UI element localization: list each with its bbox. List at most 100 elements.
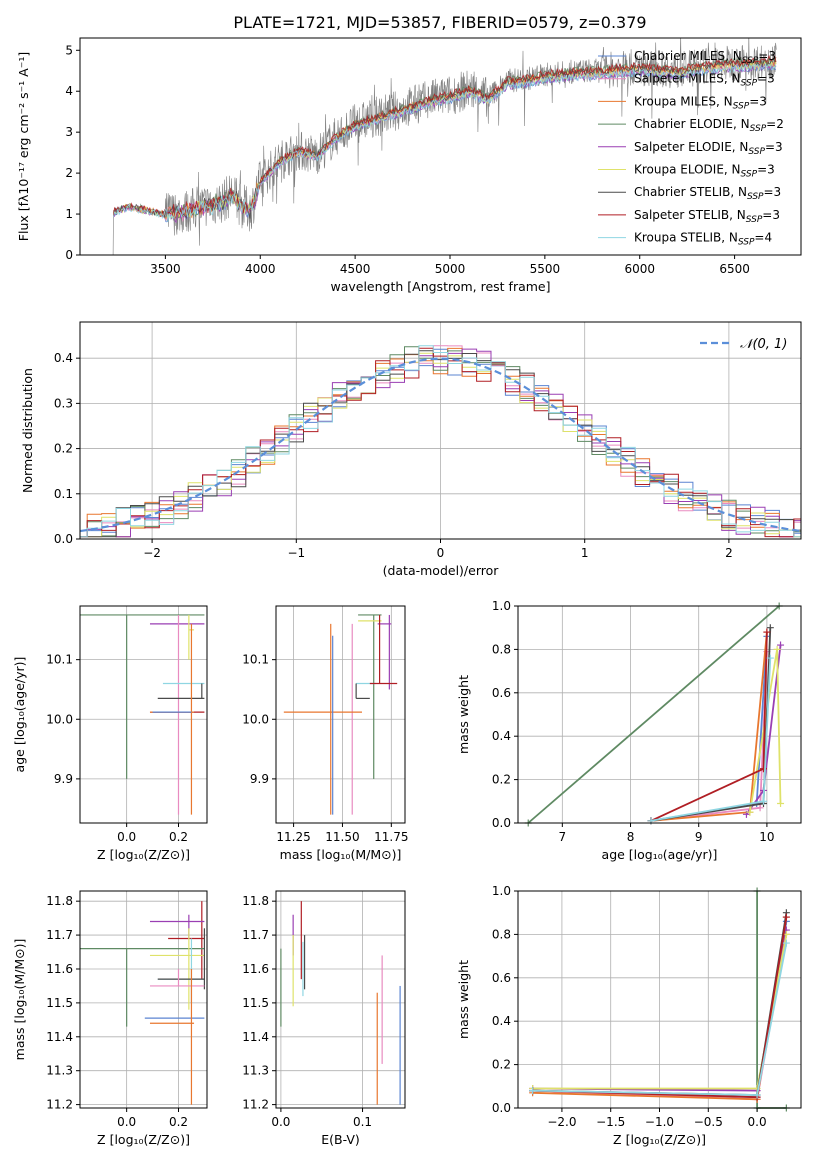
- y-tick-label: 3: [65, 125, 73, 139]
- y-tick-label: 0.6: [492, 971, 511, 985]
- weight-point: [763, 628, 771, 636]
- weight-point: [759, 797, 767, 805]
- y-tick-label: 0.0: [492, 1101, 511, 1115]
- axes-frame: [79, 890, 208, 1109]
- x-axis-label: age [log₁₀(age/yr)]: [602, 847, 718, 862]
- y-tick-label: 0.4: [492, 1014, 511, 1028]
- x-tick-label: 5500: [530, 262, 561, 276]
- y-tick-label: 11.2: [242, 1098, 269, 1112]
- x-axis-label: E(B-V): [321, 1132, 360, 1147]
- errorbar-plot-area: [80, 614, 205, 815]
- y-tick-label: 11.7: [46, 928, 73, 942]
- x-tick-label: 0.1: [353, 1115, 372, 1129]
- x-axis-label: mass [log₁₀(M/M⊙)]: [280, 847, 402, 862]
- weight-point: [746, 808, 754, 816]
- x-tick-label: 0.0: [748, 1115, 767, 1129]
- x-tick-label: 0.0: [117, 830, 136, 844]
- y-tick-label: 2: [65, 166, 73, 180]
- residual-histogram: [80, 347, 801, 538]
- x-tick-label: −1: [287, 546, 305, 560]
- y-axis-label: Normed distribution: [20, 368, 35, 493]
- y-tick-label: 10.1: [46, 653, 73, 667]
- x-tick-label: 4000: [245, 262, 276, 276]
- weight-point: [753, 1091, 761, 1099]
- weight-line: [527, 605, 780, 824]
- y-tick-label: 11.4: [242, 1030, 269, 1044]
- x-tick-label: 0.2: [169, 1115, 188, 1129]
- chart-residuals: −2 −1 0 1 2 0.0 0.1 0.2 0.3 0.4 (data-model)/error…: [20, 321, 802, 578]
- x-tick-label: 0.0: [271, 1115, 290, 1129]
- figure-title: PLATE=1721, MJD=53857, FIBERID=0579, z=0…: [233, 13, 646, 32]
- x-axis-label: wavelength [Angstrom, rest frame]: [330, 279, 550, 294]
- y-tick-label: 10.1: [242, 653, 269, 667]
- weight-point: [529, 1087, 537, 1095]
- weight-point: [777, 641, 785, 649]
- chart-mass_vs_age: 11.25 11.50 11.75 9.9 10.0 10.1 mass [log₁₀(M/…: [242, 605, 408, 862]
- y-tick-label: 0.1: [54, 487, 73, 501]
- y-tick-label: 0.2: [492, 1058, 511, 1072]
- y-tick-label: 11.6: [242, 962, 269, 976]
- spectrum-plot-area: [108, 38, 777, 255]
- legend-label: Chabrier ELODIE, NSSP=2: [634, 117, 784, 134]
- chart-ebv_vs_mass: 0.0 0.1 11.2 11.3 11.4 11.5 11.6 11.7 11.8 E(B-V): [242, 890, 406, 1147]
- x-tick-label: 11.75: [374, 830, 408, 844]
- axes-frame: [79, 605, 208, 824]
- y-tick-label: 4: [65, 84, 73, 98]
- legend-label: 𝒩(0, 1): [740, 337, 787, 352]
- y-tick-label: 0.2: [54, 442, 73, 456]
- y-tick-label: 0: [65, 248, 73, 262]
- y-tick-label: 11.5: [242, 996, 269, 1010]
- y-tick-label: 0.6: [492, 686, 511, 700]
- model-spectrum: [113, 54, 777, 219]
- x-tick-label: 7: [559, 830, 567, 844]
- y-tick-label: 0.0: [492, 816, 511, 830]
- y-axis-label: age [log₁₀(age/yr)]: [12, 657, 27, 773]
- y-tick-label: 11.4: [46, 1030, 73, 1044]
- y-tick-label: 10.0: [242, 712, 269, 726]
- x-tick-label: 0.2: [169, 830, 188, 844]
- x-tick-label: 3500: [150, 262, 181, 276]
- x-tick-label: 6000: [624, 262, 655, 276]
- legend-label: Chabrier MILES, NSSP=3: [634, 49, 776, 66]
- y-tick-label: 11.3: [46, 1064, 73, 1078]
- y-tick-label: 0.0: [54, 532, 73, 546]
- y-tick-label: 0.4: [54, 351, 73, 365]
- y-tick-label: 11.8: [46, 894, 73, 908]
- y-axis-label: mass weight: [456, 675, 471, 754]
- legend-label: Kroupa MILES, NSSP=3: [634, 94, 767, 111]
- x-tick-label: 2: [725, 546, 733, 560]
- model-spectrum: [113, 62, 777, 222]
- y-tick-label: 11.8: [242, 894, 269, 908]
- weight-point: [766, 654, 774, 662]
- weight-point: [782, 939, 790, 947]
- errorbar-plot-area: [283, 614, 398, 815]
- x-tick-label: 4500: [340, 262, 371, 276]
- x-axis-label: Z [log₁₀(Z/Z⊙)]: [613, 1132, 706, 1147]
- axes-frame: [517, 605, 802, 824]
- legend-label: Salpeter STELIB, NSSP=3: [634, 208, 780, 225]
- x-tick-label: −0.5: [694, 1115, 723, 1129]
- axes-frame: [275, 890, 406, 1109]
- x-tick-label: 9: [695, 830, 703, 844]
- x-axis-label: Z [log₁₀(Z/Z⊙)]: [97, 847, 190, 862]
- weight-point: [777, 799, 785, 807]
- chart-z_vs_mass: 0.0 0.2 11.2 11.3 11.4 11.5 11.6 11.7 11.8 Z [log…: [12, 890, 208, 1147]
- x-axis-label: Z [log₁₀(Z/Z⊙)]: [97, 1132, 190, 1147]
- x-axis-label: (data-model)/error: [383, 563, 500, 578]
- legend-label: Chabrier STELIB, NSSP=3: [634, 185, 781, 202]
- y-tick-label: 11.2: [46, 1098, 73, 1112]
- x-tick-label: −1.0: [645, 1115, 674, 1129]
- x-tick-label: 10: [759, 830, 774, 844]
- y-tick-label: 1: [65, 207, 73, 221]
- y-tick-label: 0.4: [492, 729, 511, 743]
- y-tick-label: 0.8: [492, 927, 511, 941]
- y-tick-label: 10.0: [46, 712, 73, 726]
- x-tick-label: 11.50: [325, 830, 359, 844]
- errorbar-plot-area: [80, 901, 206, 1105]
- residual-histogram: [80, 347, 801, 538]
- weight-plot-area: [529, 887, 790, 1112]
- y-tick-label: 1.0: [492, 884, 511, 898]
- legend-label: Kroupa STELIB, NSSP=4: [634, 231, 772, 248]
- y-tick-label: 9.9: [54, 772, 73, 786]
